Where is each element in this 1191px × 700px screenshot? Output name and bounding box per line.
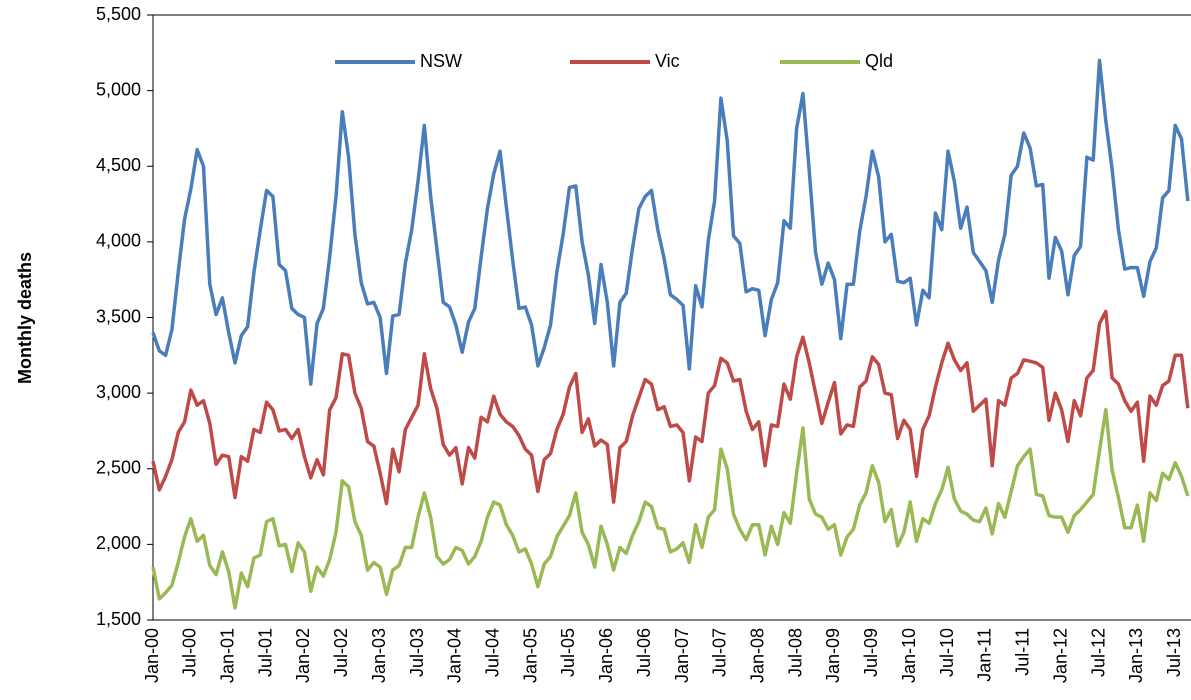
x-tick-label: Jul-07 <box>710 628 730 677</box>
x-tick-label: Jan-03 <box>369 628 389 683</box>
x-tick-label: Jul-12 <box>1088 628 1108 677</box>
y-tick-label: 3,500 <box>96 306 141 326</box>
x-tick-label: Jul-09 <box>861 628 881 677</box>
y-axis-title: Monthly deaths <box>15 252 35 384</box>
y-tick-label: 4,500 <box>96 155 141 175</box>
y-tick-label: 5,500 <box>96 4 141 24</box>
y-tick-label: 4,000 <box>96 231 141 251</box>
x-tick-label: Jan-11 <box>975 628 995 682</box>
x-tick-label: Jan-00 <box>142 628 162 683</box>
x-tick-label: Jan-02 <box>293 628 313 683</box>
x-tick-label: Jul-00 <box>180 628 200 677</box>
y-tick-label: 2,000 <box>96 533 141 553</box>
x-tick-label: Jan-13 <box>1126 628 1146 683</box>
x-tick-label: Jul-05 <box>558 628 578 677</box>
x-tick-label: Jan-12 <box>1050 628 1070 683</box>
x-tick-label: Jan-08 <box>748 628 768 683</box>
x-tick-label: Jul-04 <box>482 628 502 677</box>
x-tick-label: Jul-01 <box>255 628 275 677</box>
x-tick-label: Jan-04 <box>445 628 465 683</box>
x-tick-label: Jul-10 <box>937 628 957 677</box>
x-tick-label: Jan-07 <box>672 628 692 683</box>
x-tick-label: Jul-11 <box>1013 628 1033 676</box>
legend-label: Vic <box>655 51 680 71</box>
y-tick-label: 3,000 <box>96 382 141 402</box>
y-tick-label: 2,500 <box>96 458 141 478</box>
x-tick-label: Jan-09 <box>823 628 843 683</box>
x-tick-label: Jan-06 <box>596 628 616 683</box>
legend-label: Qld <box>865 51 893 71</box>
line-series <box>151 58 1190 386</box>
x-tick-label: Jan-05 <box>520 628 540 683</box>
x-tick-label: Jul-03 <box>407 628 427 677</box>
y-tick-label: 5,000 <box>96 79 141 99</box>
y-tick-label: 1,500 <box>96 609 141 629</box>
x-tick-label: Jan-01 <box>217 628 237 683</box>
x-tick-label: Jul-02 <box>331 628 351 677</box>
x-tick-label: Jul-13 <box>1164 628 1184 677</box>
x-tick-label: Jul-06 <box>634 628 654 677</box>
x-tick-label: Jan-10 <box>899 628 919 683</box>
line-series <box>151 309 1190 506</box>
legend-label: NSW <box>420 51 462 71</box>
x-tick-label: Jul-08 <box>785 628 805 677</box>
line-series <box>151 408 1190 610</box>
